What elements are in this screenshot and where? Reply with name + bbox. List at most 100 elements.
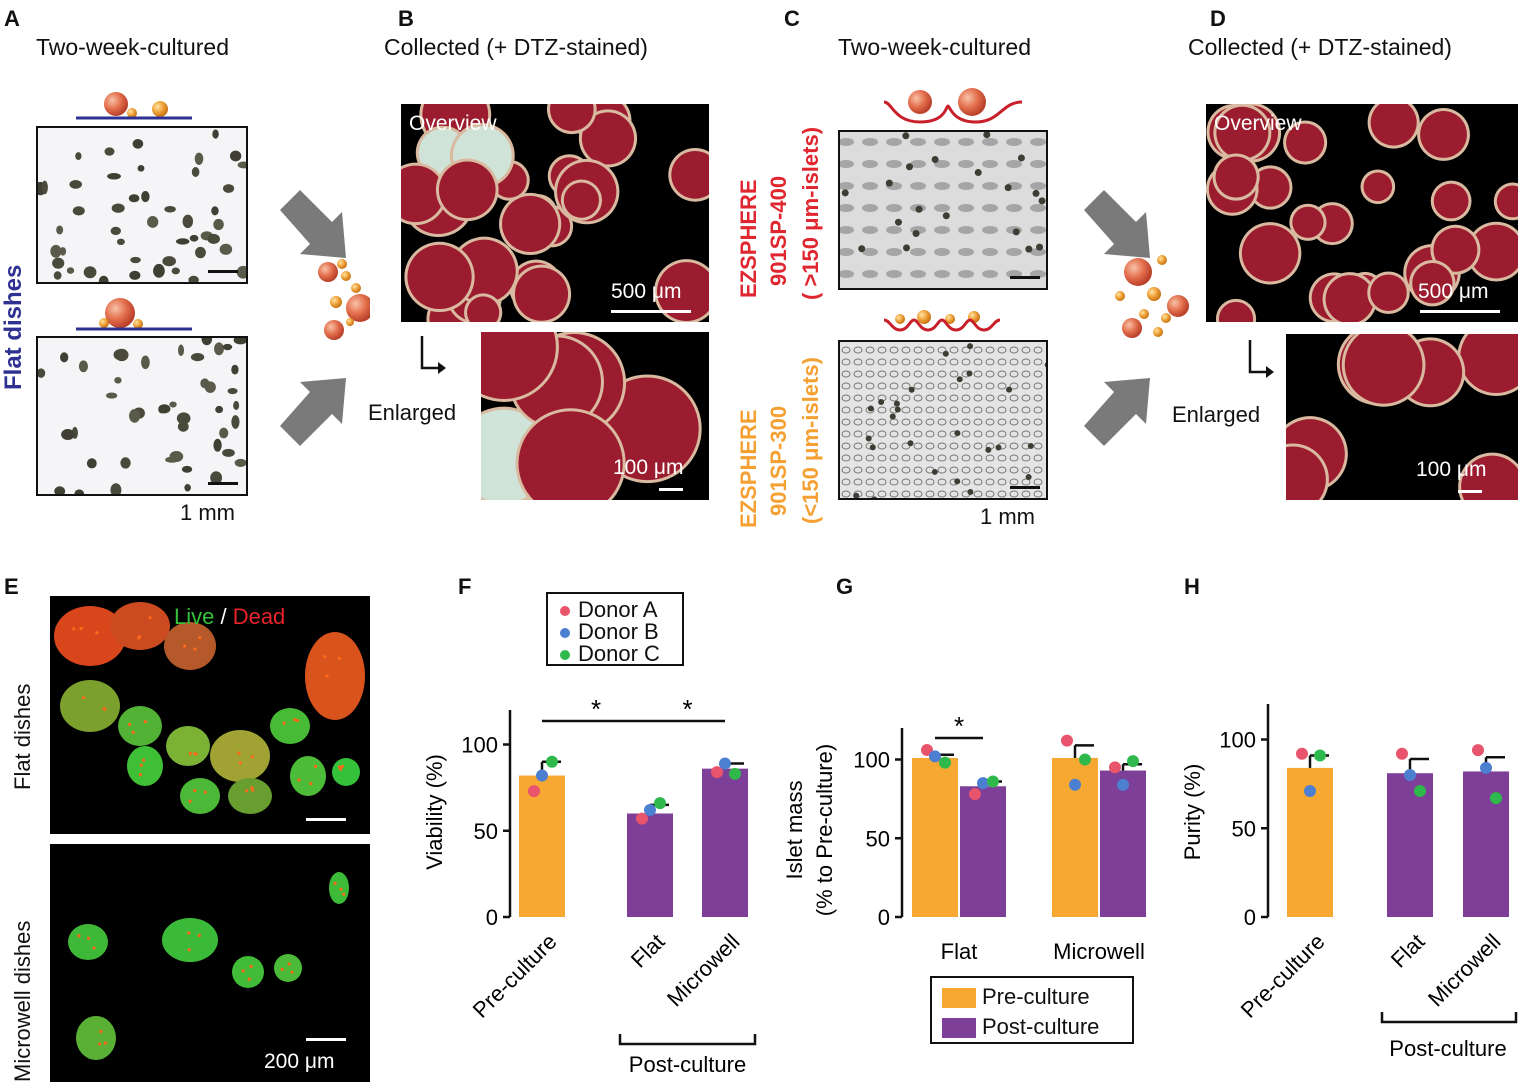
islet-mass-donor-point	[977, 777, 989, 790]
flat-dish-schematic-bottom	[76, 298, 192, 331]
viability-donor-point	[528, 785, 540, 798]
scale-label-100: 100 μm	[613, 456, 684, 479]
donor-legend: Donor A Donor B Donor C	[546, 592, 684, 666]
islet-mass-donor-point	[1109, 761, 1121, 774]
purity-donor-point	[1404, 769, 1416, 781]
purity-x-label: Flat	[1386, 929, 1430, 973]
purity-bar-1	[1387, 773, 1433, 917]
viability-donor-point	[636, 812, 648, 825]
purity-x-label: Pre-culture	[1236, 929, 1330, 1023]
viability-ytick-label: 50	[474, 819, 498, 844]
enlarge-arrow-d	[1248, 340, 1274, 378]
microwell-dishes-row-label: Microwell dishes	[10, 920, 35, 1082]
scale-label-100-d: 100 μm	[1416, 458, 1487, 481]
microwell-schematic-400	[883, 88, 1023, 124]
islet-mass-ytick-label: 50	[866, 826, 890, 851]
purity-donor-point	[1396, 747, 1408, 760]
purity-group-label: Post-culture	[1389, 1036, 1506, 1061]
islet-mass-x-label: Microwell	[1053, 939, 1145, 964]
live-dead-flat-image: Live / Dead	[50, 596, 370, 834]
panel-letter-d: D	[1210, 6, 1226, 31]
dtz-enlarged-flat: 100 μm	[481, 332, 709, 500]
legend-post-culture: Post-culture	[942, 1014, 1099, 1040]
islet-mass-x-label: Flat	[941, 939, 978, 964]
flat-dish-image-bottom	[36, 336, 248, 496]
viability-donor-point	[546, 755, 558, 768]
purity-x-label: Microwell	[1423, 929, 1506, 1012]
microwell-schematic-300	[883, 310, 1001, 332]
collect-arrows-ab	[280, 190, 370, 446]
legend-donor-c: Donor C	[560, 641, 660, 667]
live-dead-microwell-image: 200 μm	[50, 844, 370, 1082]
viability-donor-point	[536, 769, 548, 782]
viability-donor-point	[711, 766, 723, 779]
dtz-overview-microwell: Overview 500 μm	[1206, 104, 1518, 322]
islet-mass-bar-0-0	[912, 757, 958, 917]
overview-label: Overview	[409, 112, 497, 135]
collect-arrows-cd	[1084, 190, 1189, 446]
ezsphere-400-name: EZSPHERE	[736, 179, 761, 298]
panel-c-scale-label: 1 mm	[980, 504, 1035, 529]
culture-legend: Pre-culture Post-culture	[930, 976, 1134, 1044]
panel-letter-c: C	[784, 6, 800, 31]
ezsphere-400-size: ( >150 μm-islets)	[798, 126, 823, 300]
dtz-overview-flat: Overview 500 μm	[401, 104, 709, 322]
viability-ytick-label: 0	[486, 905, 498, 930]
islet-mass-chart: 0 50 100 Islet mass (% to Pre-culture) Flat Mi…	[782, 711, 1146, 964]
islet-mass-bar-0-1	[960, 786, 1006, 917]
viability-x-label: Flat	[626, 929, 670, 973]
legend-donor-b: Donor B	[560, 619, 659, 645]
islet-mass-bar-1-1	[1100, 770, 1146, 917]
islet-mass-ytick-label: 100	[853, 748, 890, 773]
panel-letter-h: H	[1184, 574, 1200, 599]
purity-donor-point	[1480, 761, 1492, 774]
islet-mass-donor-point	[939, 756, 951, 769]
purity-group-bracket	[1380, 1012, 1518, 1024]
viability-donor-point	[719, 757, 731, 770]
panel-letter-f: F	[458, 574, 472, 599]
ezsphere-300-size: (<150 μm-islets)	[798, 357, 823, 524]
enlarged-label-b: Enlarged	[368, 400, 457, 425]
ezsphere-400-model: 901SP-400	[766, 175, 791, 286]
purity-donor-point	[1304, 784, 1316, 797]
viability-chart: 0 50 100 Viability (%) Pre-culture FlatMicrow…	[422, 694, 757, 1077]
islet-mass-donor-point	[1061, 734, 1073, 747]
islet-mass-donor-point	[969, 788, 981, 801]
islet-mass-y-label: Islet mass	[782, 780, 807, 879]
purity-bar-2	[1463, 771, 1509, 917]
panel-letter-b: B	[398, 6, 414, 31]
legend-pre-culture: Pre-culture	[942, 984, 1090, 1010]
islet-mass-donor-point	[929, 750, 941, 763]
viability-x-label: Pre-culture	[468, 929, 562, 1023]
islet-mass-donor-point	[1069, 778, 1081, 791]
live-dead-legend: Live / Dead	[174, 604, 286, 629]
viability-donor-point	[644, 804, 656, 817]
legend-donor-a: Donor A	[560, 597, 658, 623]
viability-bar-0	[519, 775, 565, 917]
purity-donor-point	[1490, 792, 1502, 805]
purity-ytick-label: 100	[1219, 728, 1256, 753]
microwell-400-image	[838, 130, 1048, 290]
purity-donor-point	[1314, 749, 1326, 762]
viability-group-label: Post-culture	[629, 1052, 746, 1077]
viability-significance-star: *	[591, 694, 601, 724]
viability-group-bracket	[618, 1034, 757, 1046]
panel-b-title: Collected (+ DTZ-stained)	[384, 34, 648, 60]
purity-chart: 0 50 100 Purity (%) Pre-culture FlatMicrowell…	[1180, 704, 1518, 1061]
panel-letter-g: G	[836, 574, 854, 599]
ezsphere-300-model: 901SP-300	[766, 405, 791, 516]
scale-label-200: 200 μm	[264, 1050, 335, 1073]
viability-bar-2	[702, 768, 748, 917]
panel-letter-a: A	[4, 6, 20, 31]
overview-label-d: Overview	[1214, 112, 1302, 135]
islet-mass-donor-point	[1117, 778, 1129, 791]
flat-dishes-label: Flat dishes	[0, 264, 27, 390]
scale-label-500: 500 μm	[611, 280, 682, 303]
viability-y-label: Viability (%)	[422, 754, 447, 870]
microwell-300-image	[838, 340, 1048, 500]
ezsphere-300-name: EZSPHERE	[736, 409, 761, 528]
islet-mass-ytick-label: 0	[878, 905, 890, 930]
islet-mass-donor-point	[1079, 753, 1091, 766]
viability-donor-point	[729, 767, 741, 780]
islet-mass-y-label-2: (% to Pre-culture)	[812, 744, 837, 916]
